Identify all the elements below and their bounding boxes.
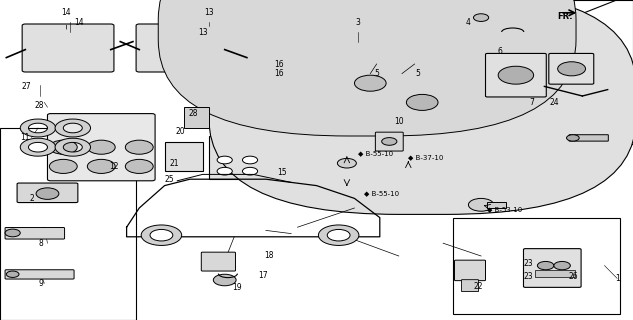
FancyBboxPatch shape bbox=[136, 24, 228, 72]
Circle shape bbox=[6, 271, 19, 277]
Text: 16: 16 bbox=[273, 69, 284, 78]
Circle shape bbox=[217, 167, 232, 175]
Text: 17: 17 bbox=[258, 271, 268, 280]
Text: 26: 26 bbox=[568, 272, 578, 281]
FancyBboxPatch shape bbox=[461, 280, 479, 292]
Circle shape bbox=[554, 261, 570, 270]
FancyBboxPatch shape bbox=[5, 270, 74, 279]
Bar bbox=[184, 107, 209, 128]
Text: 15: 15 bbox=[277, 168, 287, 177]
Circle shape bbox=[468, 198, 494, 211]
Circle shape bbox=[141, 225, 182, 245]
FancyBboxPatch shape bbox=[17, 183, 78, 203]
Text: ◆ B-55-10: ◆ B-55-10 bbox=[358, 151, 392, 156]
FancyBboxPatch shape bbox=[375, 132, 403, 151]
Text: 25: 25 bbox=[165, 175, 175, 184]
Circle shape bbox=[125, 159, 153, 173]
FancyBboxPatch shape bbox=[343, 63, 398, 103]
Circle shape bbox=[5, 229, 20, 237]
Circle shape bbox=[498, 66, 534, 84]
Bar bbox=[339, 0, 472, 130]
Text: 19: 19 bbox=[232, 284, 242, 292]
Text: 1: 1 bbox=[615, 274, 620, 283]
Bar bbox=[535, 270, 575, 277]
Text: 5: 5 bbox=[374, 69, 379, 78]
Bar bbox=[478, 0, 633, 144]
Circle shape bbox=[537, 261, 554, 270]
Text: 23: 23 bbox=[523, 272, 534, 281]
Text: 22: 22 bbox=[473, 282, 483, 291]
Text: ◆ B-55-10: ◆ B-55-10 bbox=[364, 191, 399, 196]
Text: FR.: FR. bbox=[557, 12, 572, 20]
Text: 3: 3 bbox=[355, 18, 360, 27]
FancyBboxPatch shape bbox=[454, 260, 486, 281]
Text: 12: 12 bbox=[109, 162, 119, 171]
Circle shape bbox=[382, 138, 397, 145]
FancyBboxPatch shape bbox=[158, 0, 576, 136]
Bar bbox=[453, 218, 620, 314]
Circle shape bbox=[337, 158, 356, 168]
Bar bbox=[253, 64, 288, 86]
Circle shape bbox=[213, 274, 236, 286]
Text: 13: 13 bbox=[204, 8, 214, 17]
Circle shape bbox=[217, 156, 232, 164]
Circle shape bbox=[318, 225, 359, 245]
Bar bbox=[209, 136, 266, 179]
FancyBboxPatch shape bbox=[486, 53, 546, 97]
Text: 11: 11 bbox=[20, 133, 30, 142]
Text: 24: 24 bbox=[549, 98, 559, 107]
Text: 14: 14 bbox=[61, 8, 72, 17]
Circle shape bbox=[49, 159, 77, 173]
Circle shape bbox=[87, 159, 115, 173]
Circle shape bbox=[49, 140, 77, 154]
FancyBboxPatch shape bbox=[201, 252, 235, 271]
Circle shape bbox=[36, 188, 59, 199]
FancyBboxPatch shape bbox=[47, 114, 155, 181]
Text: 5: 5 bbox=[415, 69, 420, 78]
Text: 28: 28 bbox=[34, 101, 44, 110]
Circle shape bbox=[242, 156, 258, 164]
Text: 7: 7 bbox=[529, 98, 534, 107]
Bar bbox=[487, 202, 506, 208]
Text: ◆ B-53-10: ◆ B-53-10 bbox=[487, 207, 523, 212]
Text: 18: 18 bbox=[264, 252, 274, 260]
Bar bbox=[0, 128, 136, 320]
FancyBboxPatch shape bbox=[569, 135, 608, 141]
Circle shape bbox=[87, 140, 115, 154]
Circle shape bbox=[354, 75, 386, 91]
Circle shape bbox=[558, 62, 586, 76]
Text: 16: 16 bbox=[273, 60, 284, 68]
Bar bbox=[165, 142, 203, 171]
FancyBboxPatch shape bbox=[523, 249, 581, 287]
Circle shape bbox=[150, 229, 173, 241]
Circle shape bbox=[242, 167, 258, 175]
Text: ◆ B-37-10: ◆ B-37-10 bbox=[408, 154, 444, 160]
Circle shape bbox=[473, 14, 489, 21]
Text: 21: 21 bbox=[169, 159, 179, 168]
Text: 2: 2 bbox=[29, 194, 34, 203]
Circle shape bbox=[327, 229, 350, 241]
Text: 28: 28 bbox=[188, 109, 198, 118]
FancyBboxPatch shape bbox=[549, 53, 594, 84]
Text: 23: 23 bbox=[523, 260, 534, 268]
Text: 27: 27 bbox=[22, 82, 32, 91]
Text: 13: 13 bbox=[197, 28, 208, 36]
Circle shape bbox=[406, 94, 438, 110]
Text: 9: 9 bbox=[39, 279, 44, 288]
FancyBboxPatch shape bbox=[209, 0, 633, 214]
Circle shape bbox=[125, 140, 153, 154]
Text: 10: 10 bbox=[394, 117, 404, 126]
Text: 4: 4 bbox=[466, 18, 471, 27]
Text: 14: 14 bbox=[74, 18, 84, 27]
FancyBboxPatch shape bbox=[5, 228, 65, 239]
Text: 8: 8 bbox=[39, 239, 44, 248]
Text: 6: 6 bbox=[498, 47, 503, 56]
Text: 20: 20 bbox=[175, 127, 185, 136]
FancyBboxPatch shape bbox=[22, 24, 114, 72]
Circle shape bbox=[567, 135, 579, 141]
